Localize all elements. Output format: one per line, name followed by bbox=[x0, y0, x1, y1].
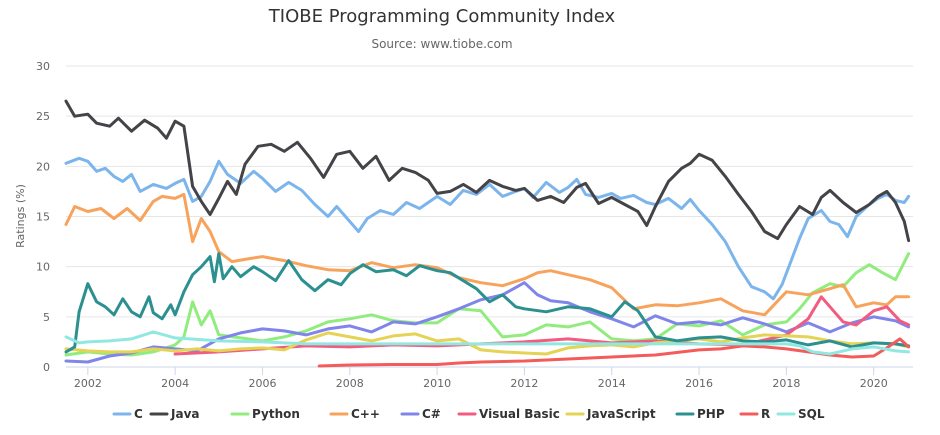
legend-item-r[interactable]: R bbox=[739, 407, 770, 421]
series-line-sql bbox=[64, 330, 911, 356]
legend-item-c[interactable]: C++ bbox=[329, 407, 380, 421]
legend-label: R bbox=[761, 407, 770, 421]
legend-label: SQL bbox=[798, 407, 825, 421]
x-tick-label: 2014 bbox=[598, 377, 626, 390]
y-tick-label: 5 bbox=[43, 311, 50, 324]
x-tick-label: 2008 bbox=[336, 377, 364, 390]
chart-title: TIOBE Programming Community Index bbox=[268, 6, 616, 27]
x-tick-label: 2002 bbox=[74, 377, 102, 390]
legend-item-java[interactable]: Java bbox=[149, 407, 199, 421]
x-tick-label: 2010 bbox=[423, 377, 451, 390]
legend-label: PHP bbox=[697, 407, 725, 421]
y-tick-label: 0 bbox=[43, 361, 50, 374]
x-tick-label: 2004 bbox=[161, 377, 189, 390]
legend-item-c[interactable]: C# bbox=[400, 407, 441, 421]
legend-label: Python bbox=[252, 407, 300, 421]
y-tick-label: 20 bbox=[36, 160, 50, 173]
legend-label: Java bbox=[170, 407, 199, 421]
legend-item-visual-basic[interactable]: Visual Basic bbox=[457, 407, 560, 421]
legend-label: C# bbox=[422, 407, 441, 421]
x-tick-label: 2018 bbox=[772, 377, 800, 390]
y-tick-label: 30 bbox=[36, 60, 50, 73]
y-tick-label: 10 bbox=[36, 261, 50, 274]
series-line-c bbox=[64, 192, 911, 317]
legend-label: Visual Basic bbox=[479, 407, 560, 421]
y-tick-label: 15 bbox=[36, 211, 50, 224]
legend-item-javascript[interactable]: JavaScript bbox=[565, 407, 656, 421]
y-tick-label: 25 bbox=[36, 110, 50, 123]
y-axis-title: Ratings (%) bbox=[14, 184, 27, 248]
x-tick-label: 2016 bbox=[685, 377, 713, 390]
legend-label: C++ bbox=[351, 407, 380, 421]
series-line-java bbox=[64, 99, 911, 243]
legend-label: JavaScript bbox=[586, 407, 656, 421]
series-line-r bbox=[317, 337, 911, 368]
chart-subtitle: Source: www.tiobe.com bbox=[371, 37, 512, 51]
legend-item-python[interactable]: Python bbox=[230, 407, 300, 421]
legend-item-c[interactable]: C bbox=[112, 407, 143, 421]
series-line-c bbox=[64, 156, 911, 301]
x-tick-label: 2020 bbox=[860, 377, 888, 390]
legend-label: C bbox=[134, 407, 143, 421]
series-line-php bbox=[64, 252, 911, 354]
x-tick-label: 2006 bbox=[248, 377, 276, 390]
legend[interactable]: C Java Python C++ C# Visual Basic JavaScript PH… bbox=[112, 407, 825, 421]
series-line-python bbox=[64, 252, 911, 357]
axes: 0 5 10 15 20 25 30 2002 2004 2006 2008 2010 2012 2014… bbox=[36, 60, 913, 390]
legend-item-sql[interactable]: SQL bbox=[776, 407, 825, 421]
series-line-javascript bbox=[64, 331, 911, 356]
series-lines bbox=[64, 99, 911, 368]
x-tick-label: 2012 bbox=[510, 377, 538, 390]
legend-item-php[interactable]: PHP bbox=[675, 407, 725, 421]
